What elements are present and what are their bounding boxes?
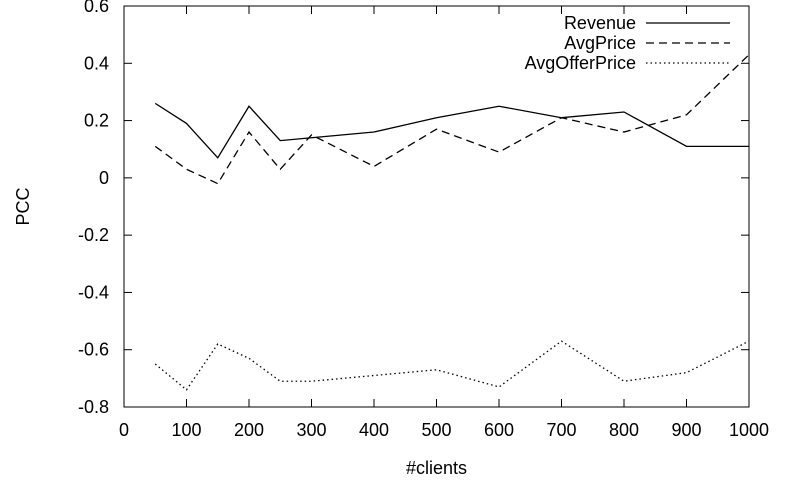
x-tick-label: 500 <box>421 420 451 440</box>
series-line-avgprice <box>154 54 750 185</box>
x-tick-label: 700 <box>546 420 576 440</box>
legend-label: AvgPrice <box>564 33 636 53</box>
y-tick-label: 0 <box>99 168 109 188</box>
x-axis-label: #clients <box>406 458 467 478</box>
series-line-avgofferprice <box>154 340 750 391</box>
tick-labels: 0 100 200 300 400 500 600 700 800 900 1000 -0.8 -0.6… <box>78 0 769 440</box>
x-tick-label: 0 <box>119 420 129 440</box>
x-tick-label: 900 <box>671 420 701 440</box>
y-tick-label: 0.2 <box>84 111 109 131</box>
y-tick-label: -0.2 <box>78 225 109 245</box>
x-tick-label: 200 <box>234 420 264 440</box>
legend-label: Revenue <box>564 13 636 33</box>
y-tick-label: 0.6 <box>84 0 109 16</box>
x-tick-label: 400 <box>359 420 389 440</box>
series-lines <box>154 54 750 391</box>
y-tick-label: -0.4 <box>78 282 109 302</box>
legend-label: AvgOfferPrice <box>525 53 636 73</box>
y-axis-label: PCC <box>13 187 33 225</box>
y-tick-label: 0.4 <box>84 53 109 73</box>
axis-ticks <box>123 5 750 408</box>
x-tick-label: 1000 <box>729 420 769 440</box>
x-tick-label: 300 <box>296 420 326 440</box>
y-tick-label: -0.6 <box>78 340 109 360</box>
plot-border <box>123 5 750 408</box>
x-tick-label: 100 <box>171 420 201 440</box>
x-tick-label: 600 <box>484 420 514 440</box>
series-line-revenue <box>154 102 749 159</box>
y-tick-label: -0.8 <box>78 397 109 417</box>
plot-frame <box>123 5 750 408</box>
x-tick-label: 800 <box>609 420 639 440</box>
